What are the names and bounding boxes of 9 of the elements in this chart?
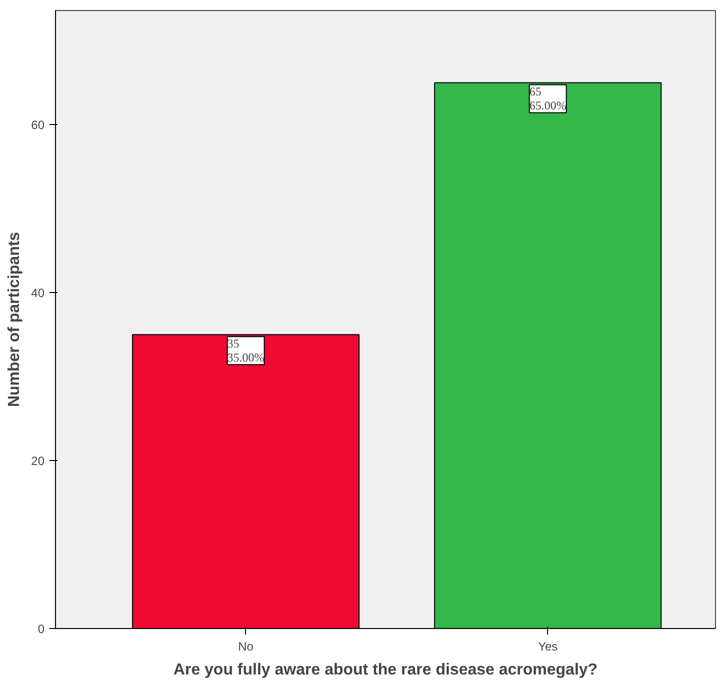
y-tick-label: 0 <box>38 622 45 636</box>
y-axis-title: Number of participants <box>6 232 24 408</box>
data-label: 65 65.00% <box>529 84 566 113</box>
x-tick-label: No <box>238 640 254 654</box>
x-axis-title: Are you fully aware about the rare disease acromegaly? <box>173 662 598 678</box>
x-tick-label: Yes <box>538 640 558 654</box>
y-tick-label: 20 <box>31 454 45 468</box>
y-tick-label: 60 <box>31 118 45 132</box>
y-tick-label: 40 <box>31 286 45 300</box>
